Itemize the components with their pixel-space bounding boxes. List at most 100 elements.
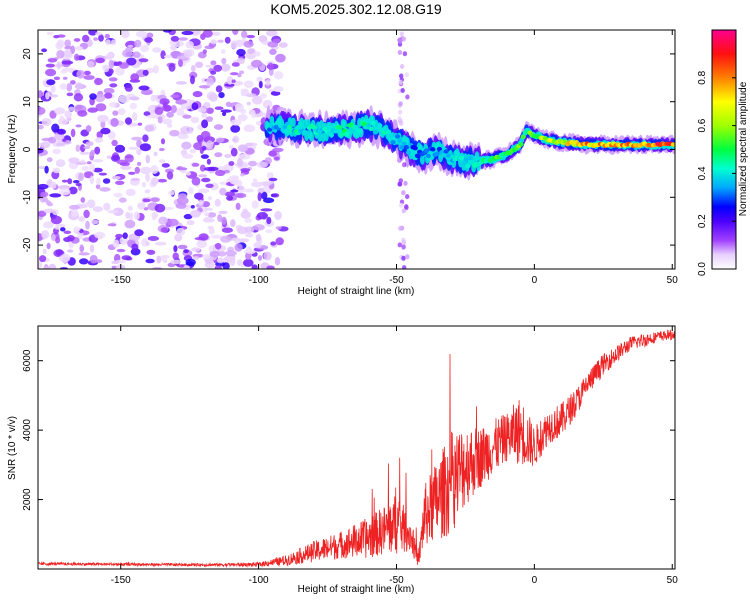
heatmap-cell (260, 191, 268, 200)
heatmap-cell (266, 172, 274, 179)
heatmap-cell (55, 249, 64, 256)
heatmap-cell (197, 188, 210, 193)
heatmap-cell (251, 200, 259, 209)
heatmap-cell (134, 229, 144, 237)
heatmap-cell (256, 161, 268, 168)
heatmap-cell (156, 255, 162, 264)
heatmap-cell (260, 208, 273, 212)
heatmap-cell (248, 160, 257, 167)
heatmap-cell (106, 52, 113, 60)
heatmap-cell (182, 153, 194, 159)
heatmap-cell (46, 79, 56, 86)
heatmap-cell (103, 92, 113, 99)
heatmap-cell (406, 150, 412, 155)
heatmap-cell (244, 188, 255, 193)
heatmap-cell (83, 70, 91, 76)
heatmap-cell (465, 163, 471, 169)
heatmap-cell (131, 136, 143, 141)
heatmap-cell (163, 54, 173, 59)
heatmap-cell (226, 75, 234, 85)
heatmap-cell (398, 79, 403, 85)
heatmap-cell (311, 124, 317, 130)
heatmap-cell (399, 120, 404, 126)
heatmap-cell (520, 134, 526, 140)
heatmap-cell (217, 39, 224, 43)
heatmap-cell (134, 39, 142, 48)
heatmap-cell (201, 112, 208, 119)
heatmap-cell (169, 129, 180, 137)
heatmap-cell (185, 41, 194, 49)
heatmap-cell (263, 197, 275, 204)
y-tick-label: 6000 (22, 349, 33, 372)
heatmap-cell (215, 137, 225, 143)
heatmap-cell (182, 114, 192, 119)
heatmap-cell (202, 30, 213, 38)
heatmap-cell (154, 106, 164, 115)
heatmap-cell (361, 122, 368, 127)
heatmap-cell (243, 258, 254, 267)
heatmap-cell (40, 191, 49, 198)
heatmap-cell (62, 76, 68, 80)
heatmap-cell (224, 83, 235, 87)
snr-series-line (38, 329, 675, 568)
heatmap-cell (198, 85, 211, 89)
heatmap-cell (243, 124, 256, 133)
heatmap-cell (322, 126, 328, 131)
heatmap-cell (94, 146, 101, 155)
heatmap-cell (372, 130, 379, 135)
heatmap-cell (110, 39, 117, 46)
heatmap-cell (146, 32, 154, 39)
heatmap-cell (401, 255, 406, 261)
heatmap-cell (168, 63, 176, 72)
heatmap-cell (75, 144, 81, 152)
heatmap-cell (119, 162, 130, 167)
heatmap-cell (278, 123, 284, 129)
heatmap-cell (38, 124, 44, 130)
heatmap-cell (266, 30, 278, 37)
heatmap-cell (237, 144, 249, 153)
heatmap-cell (215, 169, 226, 177)
heatmap-cell (206, 140, 214, 150)
heatmap-cell (60, 227, 66, 232)
heatmap-cell (214, 106, 224, 110)
heatmap-cell (263, 251, 272, 261)
heatmap-cell (113, 192, 123, 198)
heatmap-cell (45, 63, 55, 68)
heatmap-cell (275, 53, 286, 63)
heatmap-cell (268, 89, 274, 93)
heatmap-cell (195, 61, 204, 68)
heatmap-cell (145, 173, 151, 182)
heatmap-cell (50, 181, 57, 189)
heatmap-cell (91, 219, 99, 225)
heatmap-cell (150, 165, 159, 174)
heatmap-cell (56, 50, 65, 59)
heatmap-cell (192, 91, 203, 98)
heatmap-cell (220, 109, 232, 113)
heatmap-cell (152, 64, 159, 74)
heatmap-cell (257, 192, 262, 202)
heatmap-cell (67, 178, 73, 185)
heatmap-cell (258, 35, 268, 43)
heatmap-cell (268, 150, 277, 157)
colorbar-ticks: 0.0 0.2 0.4 0.6 0.8 (697, 70, 736, 276)
heatmap-cell (124, 84, 133, 92)
heatmap-cell (69, 204, 80, 210)
heatmap-cell (400, 88, 405, 93)
heatmap-cell (218, 92, 225, 99)
heatmap-cell (201, 177, 211, 183)
heatmap-cell (390, 140, 396, 145)
heatmap-cell (205, 116, 214, 122)
heatmap-cell (366, 123, 372, 128)
heatmap-cell (220, 63, 231, 72)
heatmap-cell (89, 163, 96, 172)
heatmap-cell (265, 229, 273, 234)
heatmap-cell (162, 118, 173, 125)
heatmap-cell (126, 57, 137, 66)
heatmap-cell (78, 252, 90, 256)
heatmap-cell (398, 225, 403, 231)
heatmap-cell (401, 190, 406, 196)
heatmap-cell (104, 33, 111, 39)
heatmap-cell (461, 161, 467, 166)
heatmap-cell (240, 88, 249, 93)
heatmap-cell (244, 226, 255, 233)
